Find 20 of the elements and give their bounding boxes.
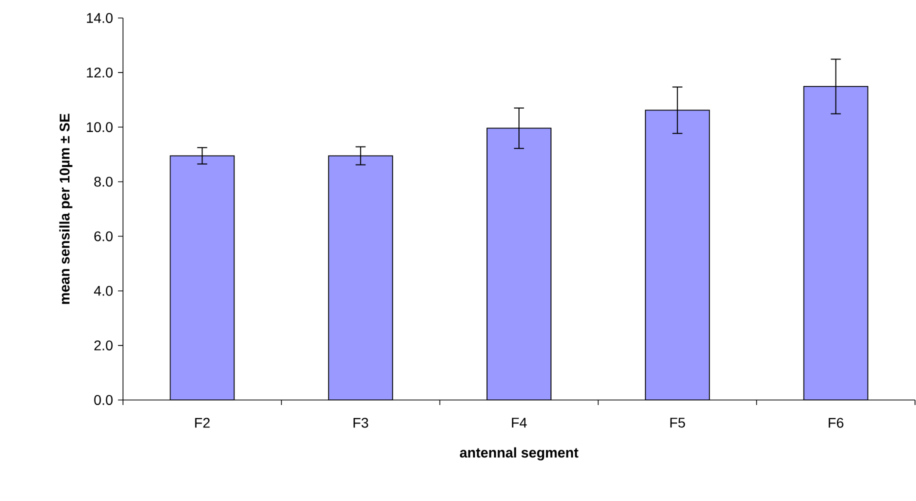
y-tick-label: 6.0	[94, 231, 113, 242]
x-tick-label: F5	[670, 418, 685, 428]
x-axis-title: antennal segment	[460, 447, 578, 460]
y-tick-label: 12.0	[86, 68, 113, 78]
y-tick-label: 0.0	[94, 395, 113, 405]
bar	[486, 128, 552, 400]
x-tick-label: F6	[828, 418, 844, 428]
bar	[170, 155, 235, 400]
y-tick-label: 8.0	[94, 176, 113, 187]
y-tick-label: 2.0	[94, 340, 113, 350]
x-tick-label: F3	[354, 418, 368, 428]
y-tick-label: 14.0	[86, 13, 113, 23]
bar	[803, 86, 868, 400]
y-tick-label: 10.0	[86, 122, 113, 132]
x-tick-label: F2	[195, 418, 210, 428]
x-tick-label: F4	[512, 418, 527, 428]
bar	[328, 155, 394, 400]
bar	[644, 110, 710, 400]
y-tick-label: 4.0	[94, 286, 113, 296]
y-axis-title: mean sensilla per 10µm ± SE	[59, 114, 72, 304]
